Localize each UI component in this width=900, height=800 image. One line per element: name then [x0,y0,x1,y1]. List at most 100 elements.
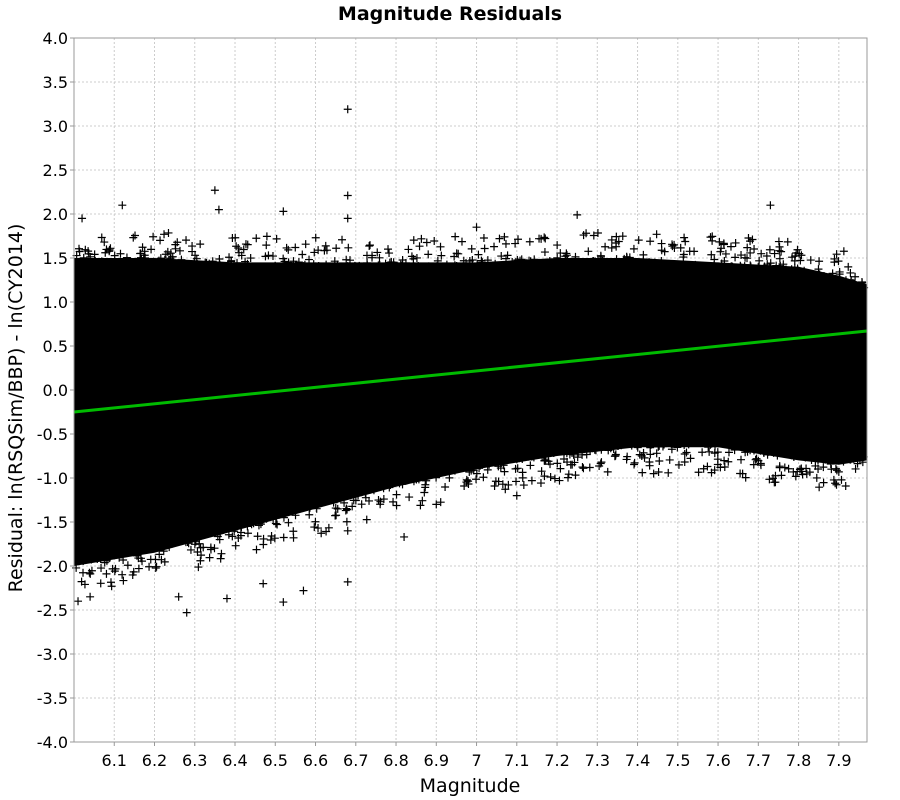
scatter-point [665,455,674,464]
scatter-point [775,254,784,263]
scatter-point [499,461,508,470]
scatter-dense-cloud [74,258,867,566]
scatter-point [122,253,131,262]
scatter-point [205,553,214,562]
scatter-point [766,201,775,210]
scatter-point [819,463,828,472]
scatter-point [829,475,838,484]
scatter-point [196,556,205,565]
scatter-point [819,478,828,487]
x-tick-label: 7.3 [585,751,610,770]
scatter-point [206,543,215,552]
scatter-point [146,555,155,564]
scatter-point [151,564,160,573]
scatter-point [131,231,140,240]
y-tick-label: 2.5 [43,161,68,180]
scatter-point [731,238,740,247]
scatter-point [545,448,554,457]
scatter-point [800,266,809,275]
scatter-point [778,266,787,275]
scatter-point [401,258,410,267]
scatter-point [501,239,510,248]
scatter-point [477,256,486,265]
scatter-point [134,564,143,573]
scatter-point [75,244,84,253]
scatter-point [618,232,627,241]
scatter-point [252,545,261,554]
scatter-point [525,259,534,268]
scatter-point [342,504,351,513]
scatter-point [279,598,288,607]
scatter-point [374,496,383,505]
scatter-point [424,262,433,271]
scatter-point [536,479,545,488]
scatter-point [442,260,451,269]
scatter-point [163,541,172,550]
scatter-point [539,450,548,459]
scatter-point [601,242,610,251]
scatter-point [801,453,810,462]
scatter-point [835,267,844,276]
scatter-point [649,469,658,478]
scatter-point [343,491,352,500]
scatter-point [268,252,277,261]
scatter-point [514,235,523,244]
scatter-point [389,258,398,267]
scatter-point [291,262,300,271]
scatter-point [832,466,841,475]
scatter-point [501,485,510,494]
scatter-point [839,457,848,466]
scatter-point [186,545,195,554]
scatter-point [772,261,781,270]
scatter-point [343,526,352,535]
scatter-point [78,258,87,267]
scatter-point [645,461,654,470]
scatter-point [837,475,846,484]
scatter-point [224,530,233,539]
scatter-point [111,258,120,267]
scatter-point [472,475,481,484]
scatter-point [694,468,703,477]
scatter-point [569,449,578,458]
scatter-point [553,459,562,468]
scatter-point [777,471,786,480]
scatter-point [686,454,695,463]
scatter-point [243,240,252,249]
scatter-point [436,498,445,507]
y-tick-label: -2.5 [37,601,68,620]
scatter-point [638,468,647,477]
scatter-point [741,253,750,262]
scatter-point [160,255,169,264]
scatter-point [805,468,814,477]
scatter-point [193,547,202,556]
scatter-point [740,262,749,271]
scatter-point [858,458,867,467]
scatter-point [639,448,648,457]
scatter-point [259,579,268,588]
y-tick-label: -2.0 [37,557,68,576]
scatter-point [483,465,492,474]
scatter-point [853,459,862,468]
scatter-point [588,257,597,266]
scatter-point [715,237,724,246]
scatter-point [751,455,760,464]
scatter-point [373,262,382,271]
scatter-point [834,467,843,476]
scatter-point [478,258,487,267]
scatter-point [500,232,509,241]
y-tick-label: 4.0 [43,29,68,48]
scatter-point [476,461,485,470]
scatter-point [202,258,211,267]
scatter-point [256,520,265,529]
scatter-point [282,243,291,252]
scatter-point [562,251,571,260]
scatter-point [529,453,538,462]
scatter-point [314,524,323,533]
scatter-point [779,449,788,458]
scatter-point [320,246,329,255]
scatter-point [807,270,816,279]
scatter-point [720,456,729,465]
scatter-point [655,456,664,465]
scatter-point [596,251,605,260]
scatter-point [541,449,550,458]
